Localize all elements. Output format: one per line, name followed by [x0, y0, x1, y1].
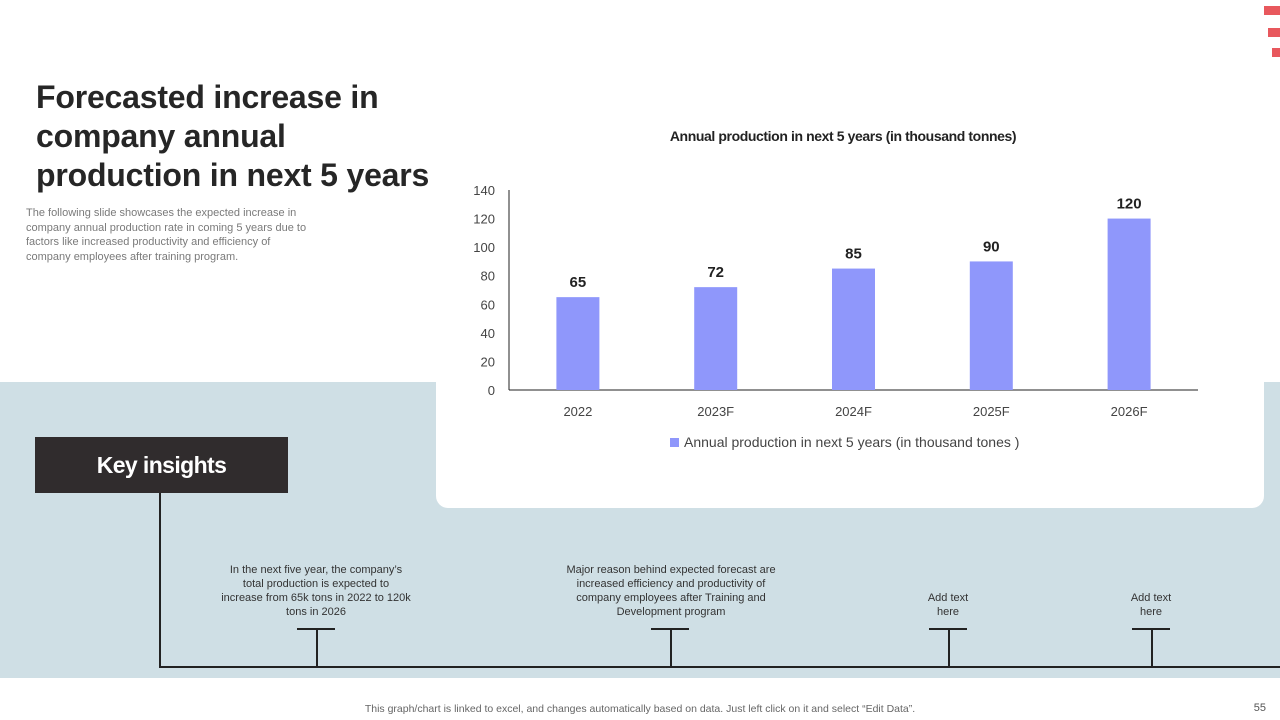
decor-bar-3	[1272, 48, 1280, 57]
bar	[969, 261, 1013, 390]
data-label: 120	[1117, 196, 1142, 213]
bar	[556, 297, 600, 390]
timeline-cap-3	[929, 628, 967, 630]
timeline-stem-4	[1151, 629, 1153, 667]
y-tick-label: 100	[473, 240, 495, 255]
footer-note: This graph/chart is linked to excel, and…	[364, 703, 916, 715]
bar	[1107, 218, 1151, 390]
y-tick-label: 60	[481, 297, 495, 312]
decor-bar-2	[1268, 28, 1280, 37]
legend-swatch	[670, 437, 679, 447]
decor-bar-1	[1264, 6, 1280, 15]
legend-label: Annual production in next 5 years (in th…	[684, 434, 1020, 450]
insight-text-4[interactable]: Add text here	[1130, 592, 1172, 618]
bar	[832, 268, 875, 390]
data-label: 72	[707, 264, 724, 281]
timeline-stem-1	[316, 629, 318, 667]
bar	[694, 287, 738, 390]
y-tick-label: 80	[481, 269, 495, 284]
chart-title: Annual production in next 5 years (in th…	[669, 128, 1017, 144]
timeline-cap-1	[297, 628, 335, 630]
timeline-stem-2	[670, 629, 672, 667]
slide-title: Forecasted increase in company annual pr…	[36, 79, 430, 193]
y-tick-label: 140	[473, 183, 495, 198]
x-tick-label: 2026F	[1111, 404, 1148, 419]
timeline-cap-4	[1132, 628, 1170, 630]
data-label: 85	[845, 246, 862, 263]
key-insights-label: Key insights	[35, 437, 288, 493]
y-tick-label: 120	[473, 212, 495, 227]
insight-text-3[interactable]: Add text here	[927, 592, 969, 618]
x-tick-label: 2023F	[697, 404, 734, 419]
y-tick-label: 20	[481, 354, 495, 369]
timeline-vertical-line	[159, 493, 161, 667]
x-tick-label: 2022	[563, 404, 592, 419]
x-tick-label: 2025F	[973, 404, 1010, 419]
chart-legend: Annual production in next 5 years (in th…	[670, 434, 1019, 450]
chart-card[interactable]: Annual production in next 5 years (in th…	[436, 110, 1264, 508]
bar-chart[interactable]: 0 20 40 60 80 100 120 140 65 2022 72 2023F 85 2024F 90…	[436, 110, 1264, 430]
data-label: 65	[570, 274, 587, 291]
data-label: 90	[983, 238, 1000, 255]
timeline-stem-3	[948, 629, 950, 667]
slide-subtitle: The following slide showcases the expect…	[26, 207, 307, 263]
x-tick-label: 2024F	[835, 404, 872, 419]
y-tick-label: 0	[488, 383, 495, 398]
page-number: 55	[1253, 702, 1266, 714]
insight-text-2[interactable]: Major reason behind expected forecast ar…	[566, 564, 776, 618]
timeline-cap-2	[651, 628, 689, 630]
insight-text-1[interactable]: In the next five year, the company’s tot…	[221, 564, 411, 618]
y-tick-label: 40	[481, 326, 495, 341]
timeline-horizontal-line	[159, 666, 1280, 668]
